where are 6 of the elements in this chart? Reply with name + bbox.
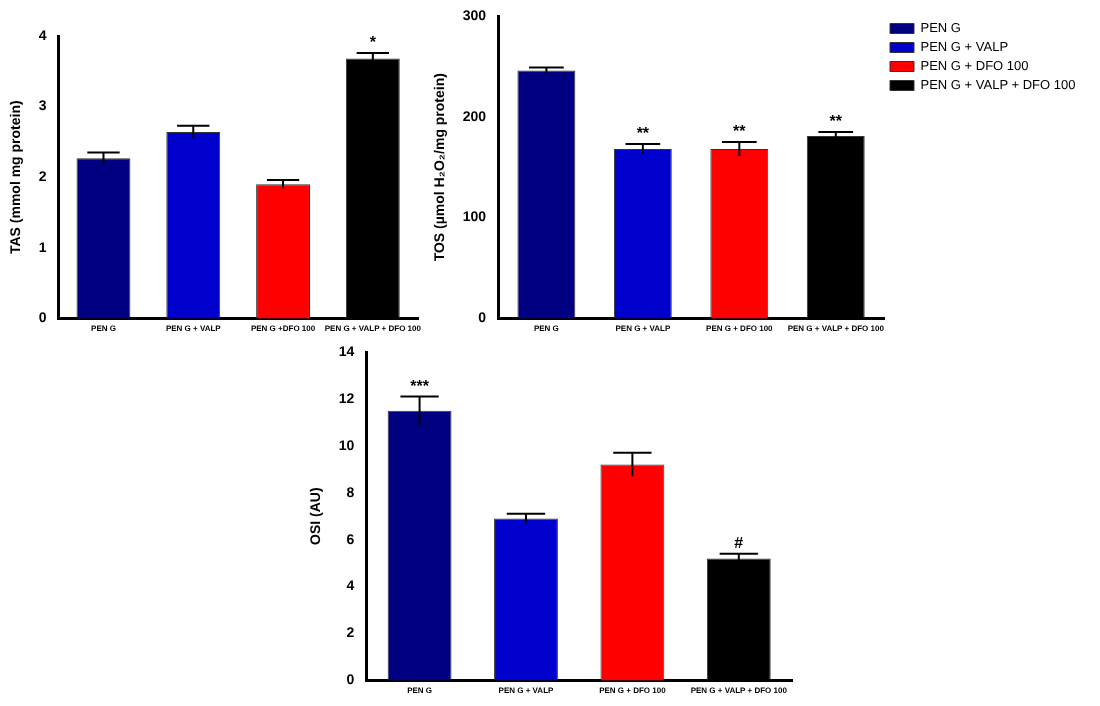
annotation: ** — [829, 112, 844, 131]
annotation: ** — [733, 122, 748, 141]
annotation: # — [734, 534, 745, 553]
annotation: * — [369, 33, 378, 52]
annotation: *** — [410, 376, 431, 395]
annotation: ** — [636, 124, 651, 143]
